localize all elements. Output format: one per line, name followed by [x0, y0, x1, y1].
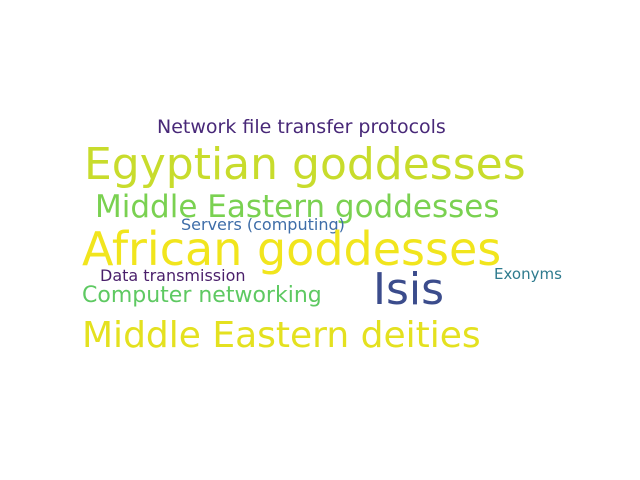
word-computer-networking: Computer networking — [82, 283, 322, 308]
word-servers-computing: Servers (computing) — [181, 215, 345, 234]
word-egyptian-goddesses: Egyptian goddesses — [84, 139, 526, 190]
word-african-goddesses: African goddesses — [82, 222, 502, 276]
word-network-file-transfer-protocols: Network file transfer protocols — [157, 116, 446, 138]
word-middle-eastern-deities: Middle Eastern deities — [82, 315, 481, 356]
word-exonyms: Exonyms — [494, 265, 562, 283]
word-isis: Isis — [373, 264, 445, 315]
word-data-transmission: Data transmission — [100, 266, 246, 285]
word-middle-eastern-goddesses: Middle Eastern goddesses — [95, 189, 500, 225]
